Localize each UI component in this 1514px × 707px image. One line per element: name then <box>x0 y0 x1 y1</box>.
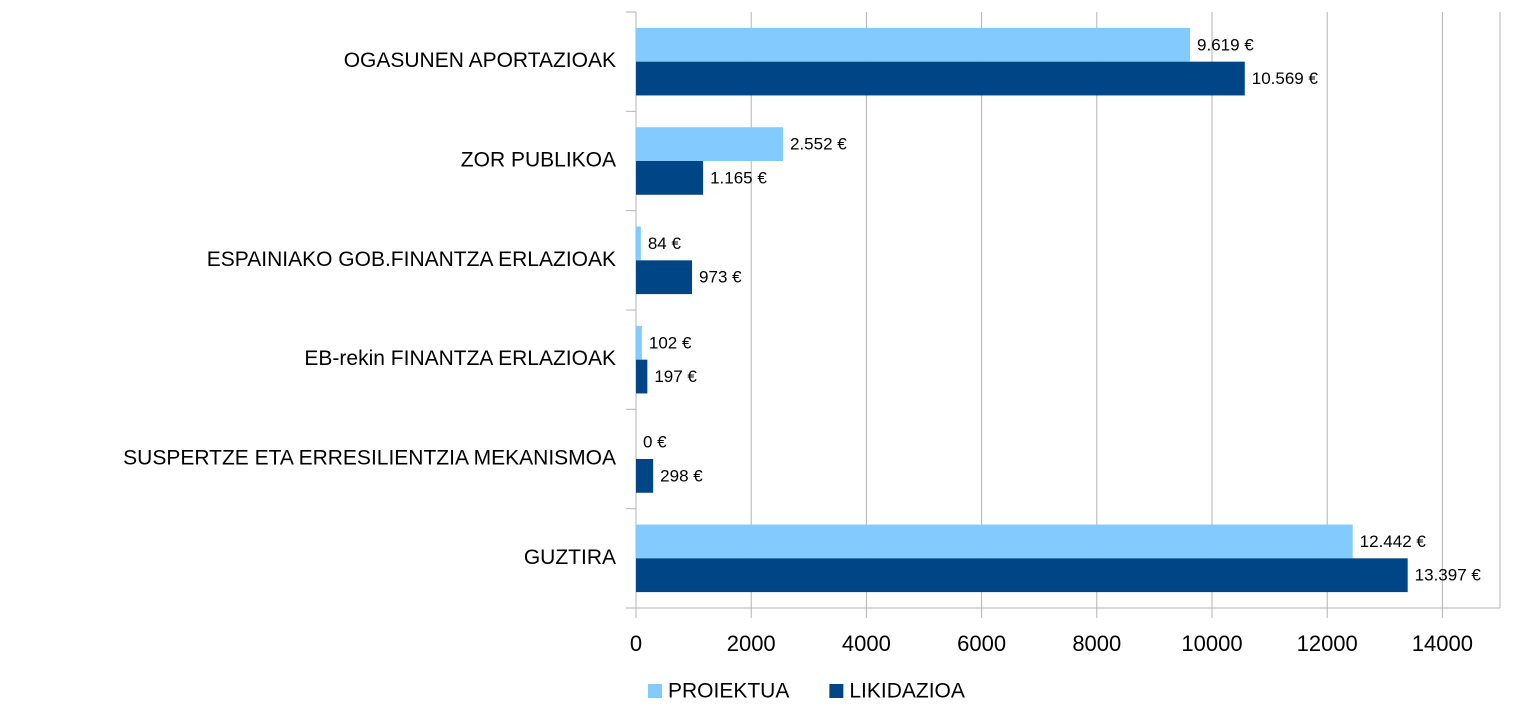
bar <box>636 558 1408 593</box>
y-tick-label: OGASUNEN APORTAZIOAK <box>344 49 616 72</box>
value-label: 0 € <box>643 433 667 452</box>
legend-label: LIKIDAZIOA <box>849 680 965 702</box>
y-tick-label: ESPAINIAKO GOB.FINANTZA ERLAZIOAK <box>207 248 616 271</box>
y-tick-label: GUZTIRA <box>524 546 616 569</box>
x-tick-label: 4000 <box>842 631 891 656</box>
value-label: 102 € <box>649 333 692 352</box>
value-label: 12.442 € <box>1360 532 1427 551</box>
bar <box>636 161 704 195</box>
value-label: 298 € <box>660 466 703 485</box>
bar <box>636 127 783 161</box>
x-tick-label: 12000 <box>1297 631 1358 656</box>
bar <box>636 27 1191 62</box>
value-label: 84 € <box>648 234 682 253</box>
x-tick-label: 6000 <box>957 631 1006 656</box>
y-tick-label: ZOR PUBLIKOA <box>461 149 616 172</box>
y-tick-label: SUSPERTZE ETA ERRESILIENTZIA MEKANISMOA <box>123 447 616 470</box>
bar <box>636 359 648 394</box>
value-label: 1.165 € <box>710 168 767 187</box>
value-label: 197 € <box>654 367 697 386</box>
legend-swatch <box>829 684 844 698</box>
value-label: 10.569 € <box>1252 69 1319 88</box>
legend-label: PROIEKTUA <box>668 680 789 702</box>
x-tick-label: 10000 <box>1181 631 1242 656</box>
bar <box>636 260 693 295</box>
bar <box>636 61 1245 96</box>
value-label: 13.397 € <box>1415 566 1482 585</box>
x-tick-label: 8000 <box>1072 631 1121 656</box>
bar <box>636 226 641 261</box>
x-tick-label: 2000 <box>727 631 776 656</box>
value-label: 9.619 € <box>1197 35 1254 54</box>
x-tick-label: 0 <box>630 631 642 656</box>
bar <box>636 524 1353 559</box>
value-label: 973 € <box>699 268 742 287</box>
bar <box>636 325 642 360</box>
value-label: 2.552 € <box>790 135 847 154</box>
legend-swatch <box>648 684 662 698</box>
y-tick-label: EB-rekin FINANTZA ERLAZIOAK <box>304 347 616 370</box>
bar <box>636 459 654 493</box>
x-tick-label: 14000 <box>1412 631 1473 656</box>
